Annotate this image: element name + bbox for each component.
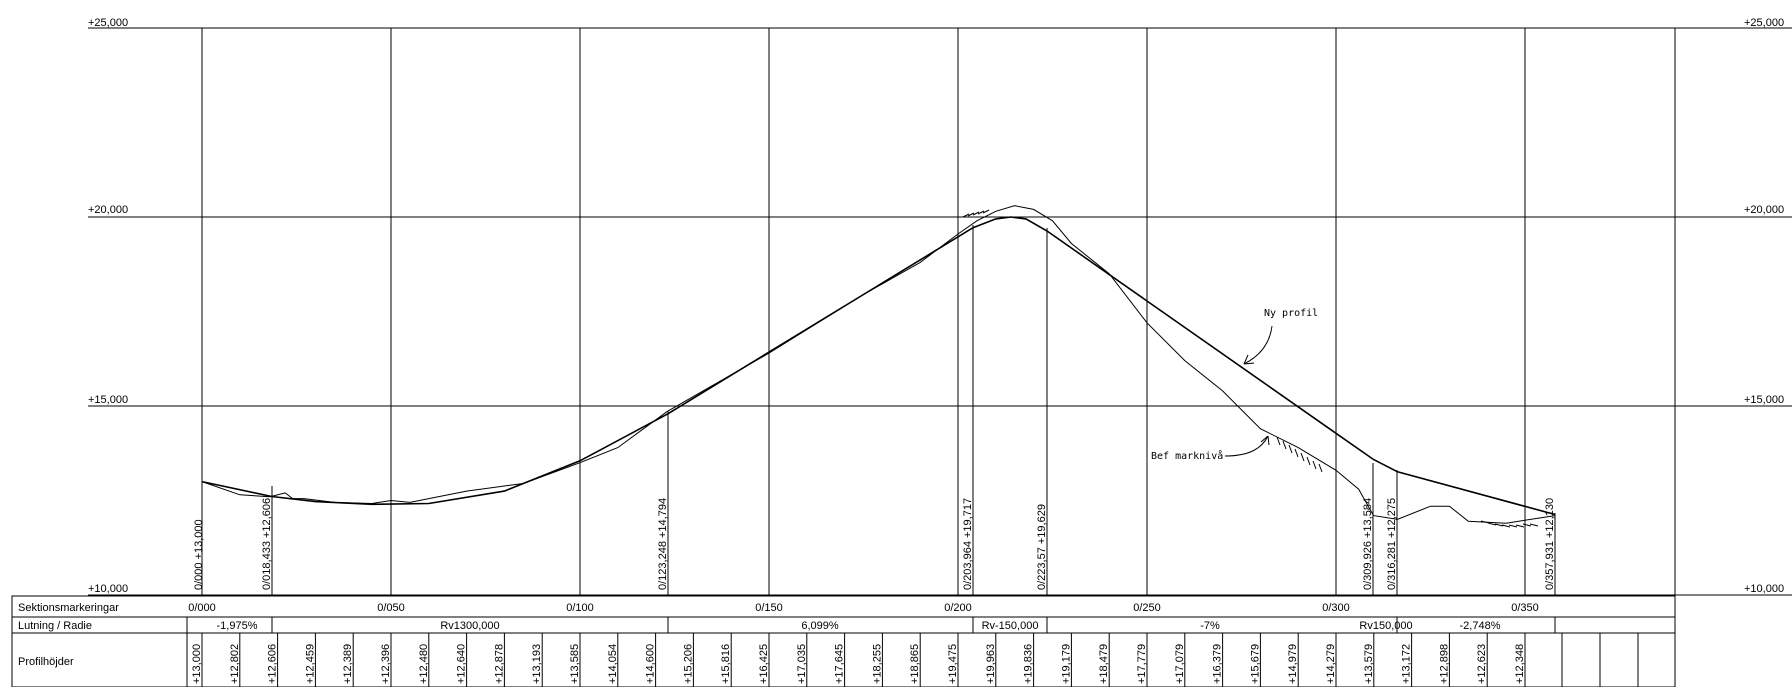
y-label-20000: +20,000	[88, 204, 128, 216]
y-label-25000-right: +25,000	[1744, 17, 1784, 29]
chainage-150: 0/150	[755, 602, 783, 614]
height-value: +13,585	[569, 644, 581, 684]
section-marker-lines	[271, 225, 1556, 595]
section-label-203964: 0/203,964 +19,717	[962, 498, 974, 590]
gradient-4: -7%	[1200, 620, 1220, 632]
annotation-existing-ground-arrowhead	[1260, 435, 1270, 446]
height-value: +15,206	[682, 644, 694, 684]
y-label-15000: +15,000	[88, 394, 128, 406]
height-value: +12,389	[342, 644, 354, 684]
height-value: +19,963	[985, 644, 997, 684]
y-label-10000-right: +10,000	[1744, 583, 1784, 595]
height-value: +14,979	[1287, 644, 1299, 684]
height-value: +14,054	[607, 644, 619, 684]
hatch-marks	[962, 209, 1539, 528]
height-value: +19,836	[1023, 644, 1035, 684]
gradient-1: Rv1300,000	[440, 620, 499, 632]
section-label-0: 0/000 +13,000	[193, 519, 205, 590]
height-value: +13,193	[531, 644, 543, 684]
height-value: +12,878	[493, 644, 505, 684]
height-value: +12,459	[304, 644, 316, 684]
new-profile-line	[201, 216, 1556, 516]
chainage-0: 0/000	[188, 602, 216, 614]
height-value: +14,279	[1325, 644, 1337, 684]
section-labels: 0/000 +13,000 0/018,433 +12,606 0/123,24…	[193, 498, 1556, 590]
section-label-223570: 0/223,57 +19,629	[1036, 504, 1048, 590]
gradient-2: 6,099%	[801, 620, 839, 632]
row-label-heights: Profilhöjder	[18, 656, 74, 668]
height-value: +18,479	[1098, 644, 1110, 684]
chainage-100: 0/100	[566, 602, 594, 614]
y-axis-labels-right: +25,000 +20,000 +15,000 +10,000	[1744, 17, 1784, 595]
y-axis-labels-left: +25,000 +20,000 +15,000 +10,000	[88, 17, 128, 595]
height-value: +18,865	[909, 644, 921, 684]
height-value: +12,623	[1476, 644, 1488, 684]
height-value: +17,645	[834, 644, 846, 684]
annotation-existing-ground: Bef marknivå	[1151, 435, 1270, 462]
height-value: +19,475	[947, 644, 959, 684]
existing-ground-line	[201, 205, 1556, 524]
vertical-grid	[201, 28, 1676, 595]
height-value: +13,579	[1363, 644, 1375, 684]
y-label-25000: +25,000	[88, 17, 128, 29]
height-value: +19,179	[1060, 644, 1072, 684]
height-value: +12,396	[380, 644, 392, 684]
section-label-309926: 0/309,926 +13,584	[1362, 498, 1374, 590]
gradient-row: -1,975% Rv1300,000 6,099% Rv-150,000 -7%…	[217, 620, 1501, 632]
hatch-mark-right	[1480, 520, 1539, 528]
section-label-123248: 0/123,248 +14,794	[657, 498, 669, 590]
height-value: +13,000	[191, 644, 203, 684]
chainage-300: 0/300	[1322, 602, 1350, 614]
section-label-357931: 0/357,931 +12,130	[1544, 498, 1556, 590]
annotation-new-profile-leader	[1243, 325, 1273, 365]
horizontal-grid	[88, 27, 1792, 596]
height-value: +18,255	[871, 644, 883, 684]
chainage-350: 0/350	[1511, 602, 1539, 614]
height-value: +17,079	[1174, 644, 1186, 684]
hatch-mark-slope	[1276, 436, 1323, 473]
chainage-50: 0/050	[377, 602, 405, 614]
y-label-20000-right: +20,000	[1744, 204, 1784, 216]
hatch-mark-crest	[962, 209, 990, 218]
section-label-316281: 0/316,281 +12,275	[1386, 498, 1398, 590]
height-value: +17,779	[1136, 644, 1148, 684]
annotation-new-profile: Ny profil	[1243, 308, 1318, 365]
height-value: +16,379	[1212, 644, 1224, 684]
row-label-sections: Sektionsmarkeringar	[18, 602, 119, 614]
section-label-18433: 0/018,433 +12,606	[261, 498, 273, 590]
height-value: +12,640	[456, 644, 468, 684]
annotation-new-profile-arrowhead	[1243, 354, 1255, 365]
height-value: +14,600	[645, 644, 657, 684]
gradient-3: Rv-150,000	[982, 620, 1039, 632]
height-value: +12,348	[1514, 644, 1526, 684]
annotation-existing-ground-text: Bef marknivå	[1151, 449, 1223, 462]
height-value: +17,035	[796, 644, 808, 684]
table-frame	[11, 595, 1676, 687]
heights-row: +13,000 +12,802 +12,606 +12,459 +12,389 +12,3…	[191, 633, 1639, 687]
chainage-200: 0/200	[944, 602, 972, 614]
height-value: +15,816	[720, 644, 732, 684]
gradient-6: -2,748%	[1460, 620, 1501, 632]
height-value: +12,606	[267, 644, 279, 684]
gradient-0: -1,975%	[217, 620, 258, 632]
chainage-row: 0/000 0/050 0/100 0/150 0/200 0/250 0/30…	[188, 602, 1539, 614]
height-value: +16,425	[758, 644, 770, 684]
y-label-15000-right: +15,000	[1744, 394, 1784, 406]
gradient-5: Rv150,000	[1359, 620, 1412, 632]
height-value: +13,172	[1401, 644, 1413, 684]
y-label-10000: +10,000	[88, 583, 128, 595]
row-label-gradient: Lutning / Radie	[18, 620, 92, 632]
height-value: +12,802	[229, 644, 241, 684]
data-table	[11, 595, 1676, 687]
chainage-250: 0/250	[1133, 602, 1161, 614]
height-value: +12,898	[1438, 644, 1450, 684]
height-value: +12,480	[418, 644, 430, 684]
table-row-labels: Sektionsmarkeringar Lutning / Radie Prof…	[18, 602, 119, 668]
annotation-existing-ground-leader	[1224, 435, 1269, 457]
height-value: +15,679	[1249, 644, 1261, 684]
annotation-new-profile-text: Ny profil	[1264, 308, 1318, 319]
